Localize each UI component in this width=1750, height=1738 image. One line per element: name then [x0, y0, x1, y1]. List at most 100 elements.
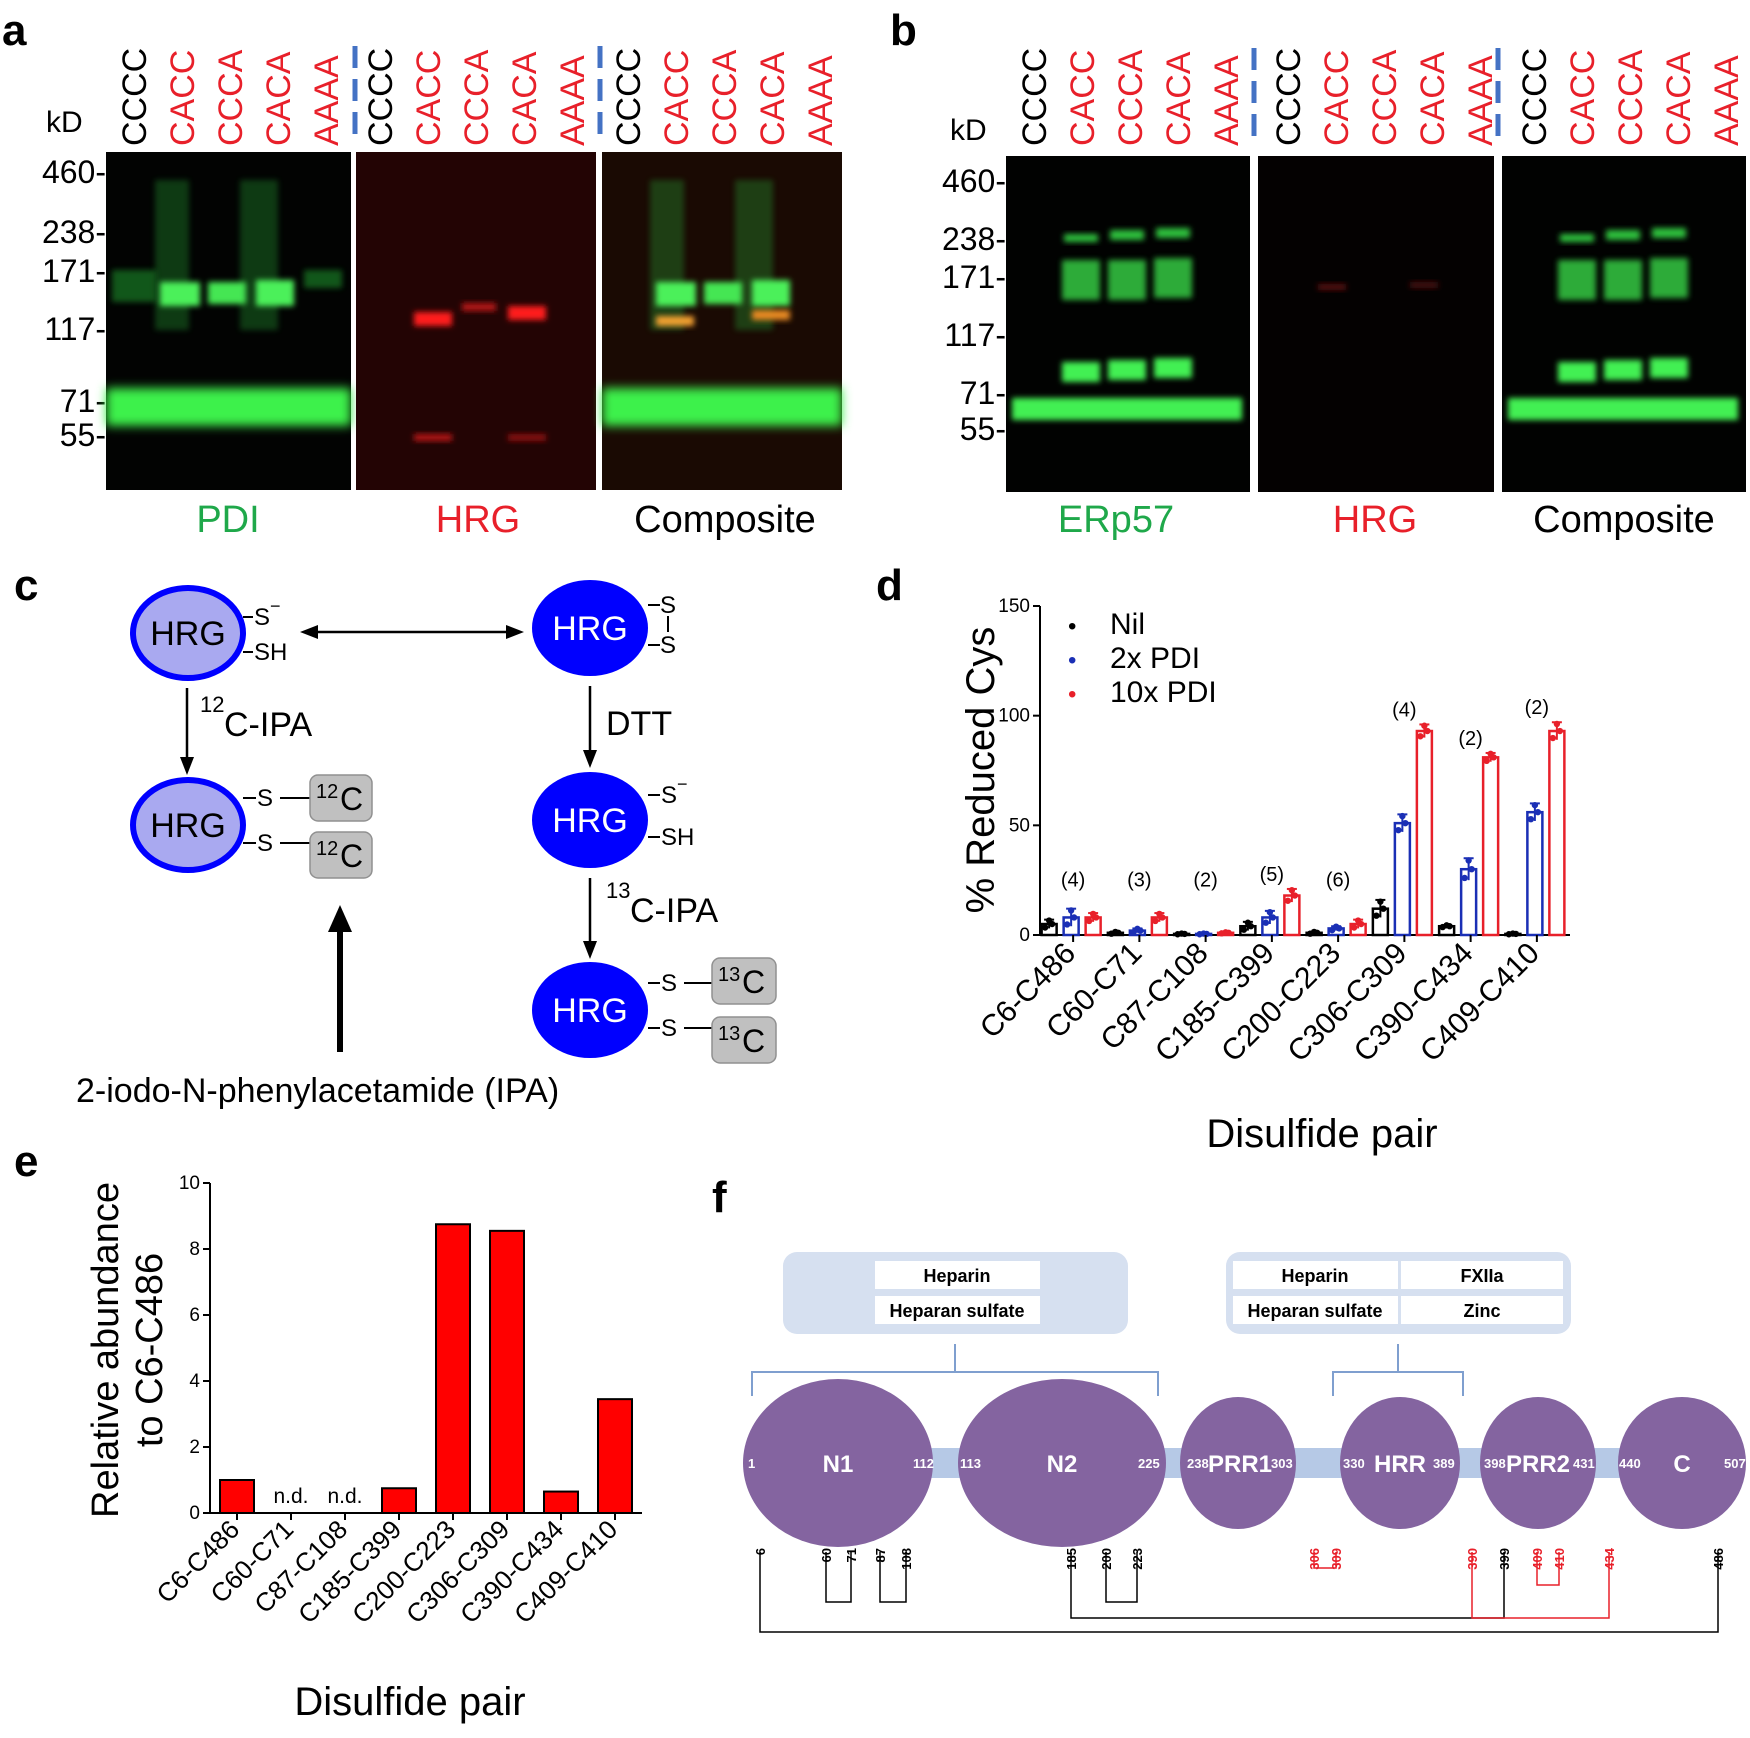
lane-label: AAAA	[554, 55, 592, 146]
lane-label: CACC	[658, 50, 696, 146]
lane-label: CCCC	[1270, 48, 1308, 146]
n-label: (2)	[1193, 870, 1217, 892]
lane-label: CACC	[1564, 50, 1602, 146]
bar	[1548, 729, 1566, 937]
ligand-heparin: Heparin	[923, 1266, 990, 1286]
boundary-number: 303	[1271, 1456, 1293, 1471]
y-tick-label: 2	[189, 1437, 200, 1458]
disulfide-link	[879, 1552, 907, 1603]
boundary-number: 112	[913, 1456, 934, 1471]
lane-label: CCCC	[1016, 48, 1054, 146]
lane-label: AAAA	[308, 55, 346, 146]
kd-label-a: kD	[46, 106, 83, 139]
binding-box-hrr: Heparin FXIIa Heparan sulfate Zinc	[1226, 1252, 1571, 1334]
reagent-dtt: DTT	[606, 705, 672, 743]
mw-marker: 117-	[944, 317, 1006, 353]
hrg-labeled-12c: HRG S S 12 C 12 C	[130, 774, 373, 879]
sulfur-label: S	[257, 785, 273, 812]
data-point	[1284, 897, 1292, 904]
hrg-label: HRG	[552, 802, 628, 840]
lane-label: CACC	[1064, 50, 1102, 146]
lane-label: CCCA	[1612, 49, 1650, 146]
blot-erp57	[1006, 156, 1250, 492]
bar	[1393, 821, 1412, 937]
thiolate-label: S	[254, 604, 270, 631]
tag-12-sup: 12	[316, 781, 338, 803]
domain-label: C	[1673, 1451, 1690, 1478]
data-point	[1395, 826, 1402, 834]
tag-12c: C	[340, 781, 363, 817]
hrg-reduced-dtt: HRG S − SH	[532, 772, 694, 868]
lane-label: CCCC	[1516, 48, 1554, 146]
panel-f: f Heparin Heparan sulfate Heparin FXIIa …	[712, 1173, 1746, 1633]
lane-label: CACA	[506, 51, 544, 146]
lane-labels-b: CCCC CACC CCCA CACA AAAA CCCC CACC CCCA CACA AAAA…	[1016, 48, 1746, 146]
lane-labels-a: CCCC CACC CCCA CACA AAAA CCCC CACC CCCA CACA AAAA…	[116, 46, 840, 146]
ligand-fxiia: FXIIa	[1460, 1266, 1504, 1286]
tag-12c: C	[340, 838, 363, 874]
isotope-12-sup: 12	[200, 692, 224, 717]
panel-letter-b: b	[890, 6, 917, 55]
data-point	[1534, 808, 1542, 816]
n-label: (2)	[1458, 728, 1482, 750]
thiol-label: SH	[254, 639, 287, 666]
lane-label: CCCA	[212, 49, 250, 146]
boundary-number: 431	[1573, 1456, 1595, 1471]
lane-divider	[1495, 48, 1501, 70]
legend-label: Nil	[1110, 608, 1145, 641]
reagent-13c-ipa: C-IPA	[630, 892, 718, 930]
data-point	[1443, 922, 1450, 929]
data-point	[1399, 812, 1406, 820]
domain-label: N2	[1047, 1451, 1078, 1478]
mw-marker: 460-	[942, 163, 1006, 199]
thiolate-label: S	[661, 782, 677, 809]
hrg-label: HRG	[552, 992, 628, 1030]
y-tick-label: 0	[189, 1503, 200, 1524]
disulfide-link	[1536, 1552, 1560, 1586]
data-point	[1244, 919, 1252, 926]
blot-label-composite-b: Composite	[1533, 499, 1715, 541]
blot-label-composite-a: Composite	[634, 499, 816, 541]
legend-marker: •	[1068, 647, 1076, 674]
domain-prr1: PRR1	[1180, 1397, 1296, 1529]
panel-a: a kD CCCC CACC CCCA CACA AAAA CCCC CACC CCCA CAC…	[2, 6, 842, 541]
lane-label: CACC	[410, 50, 448, 146]
data-point	[1402, 819, 1409, 827]
mw-marker: 460-	[42, 154, 106, 190]
blot-label-pdi: PDI	[196, 499, 259, 541]
boundary-number: 330	[1343, 1456, 1365, 1471]
domain-label: HRR	[1374, 1451, 1426, 1478]
domain-n1: N1	[743, 1379, 933, 1547]
disulfide-link	[1105, 1552, 1138, 1603]
domain-hrr: HRR	[1340, 1397, 1460, 1529]
y-tick-label: 4	[189, 1371, 200, 1392]
panel-c: c HRG S − SH HRG S S 12 C-IPA	[14, 561, 777, 1110]
data-point	[1531, 801, 1539, 809]
blot-hrg-a	[356, 152, 596, 490]
data-point	[1373, 912, 1380, 919]
mw-markers-b: 460- 238-171- 117- 71-55-	[942, 163, 1006, 447]
data-point	[1549, 734, 1557, 742]
disulfide-link	[825, 1552, 852, 1603]
cysteine-label: 6	[753, 1548, 768, 1555]
data-point	[1556, 727, 1564, 735]
legend-label: 10x PDI	[1110, 676, 1217, 709]
legend-marker: •	[1068, 681, 1076, 708]
bar	[219, 1479, 255, 1514]
lane-label: CACC	[164, 50, 202, 146]
x-axis-label: Disulfide pair	[1206, 1112, 1437, 1156]
mw-marker: 171-	[42, 253, 106, 289]
lane-label: CACA	[754, 51, 792, 146]
domain-label: PRR2	[1506, 1451, 1570, 1478]
data-point	[1468, 866, 1475, 873]
boundary-number: 507	[1724, 1456, 1746, 1471]
data-point	[1509, 930, 1517, 937]
data-point	[1112, 928, 1119, 936]
y-axis-label: to C6-C486	[129, 1253, 171, 1447]
legend-label: 2x PDI	[1110, 642, 1200, 675]
mw-marker: 55-	[60, 417, 106, 453]
lane-label: CCCA	[706, 49, 744, 146]
panel-b: b kD CCCC CACC CCCA CACA AAAA CCCC CACC CCCA CAC…	[890, 6, 1746, 541]
